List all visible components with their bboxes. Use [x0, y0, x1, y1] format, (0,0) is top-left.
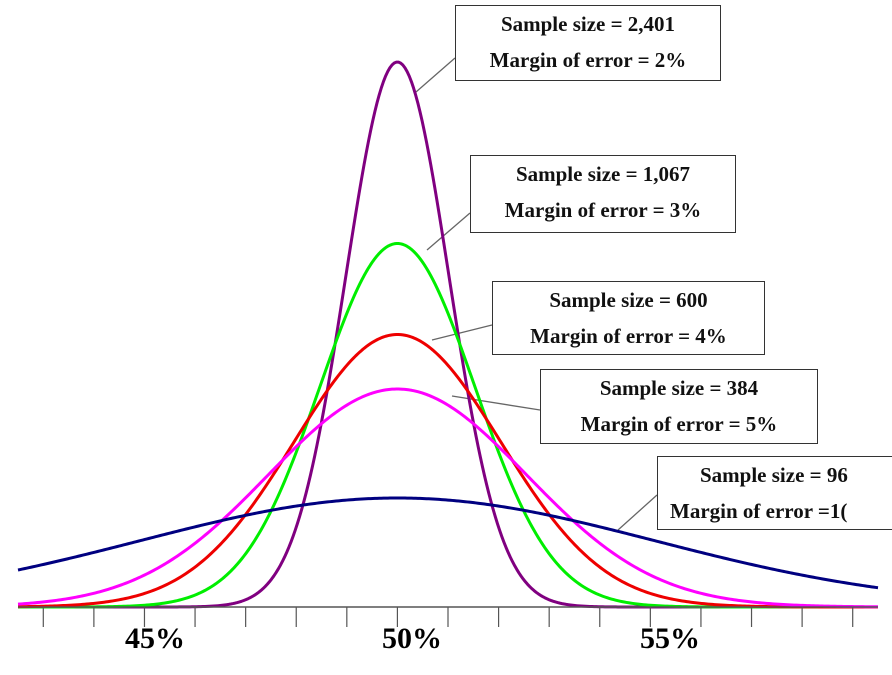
callout-margin-line: Margin of error = 4%: [530, 324, 727, 348]
callout-margin-line: Margin of error = 3%: [504, 198, 702, 222]
callout-sample-384: Sample size = 384 Margin of error = 5%: [540, 369, 818, 444]
callout-margin-line: Margin of error = 2%: [489, 48, 687, 72]
callout-sample-96: Sample size = 96 Margin of error =1(: [657, 456, 892, 530]
curve-sample-384: [17, 387, 879, 609]
callout-sample-2401: Sample size = 2,401 Margin of error = 2%: [455, 5, 721, 81]
x-tick-label-50: 50%: [382, 622, 442, 655]
x-tick-label-45: 45%: [125, 622, 185, 655]
callout-margin-line: Margin of error =1(: [670, 499, 848, 523]
leader-line-sample-96: [617, 494, 658, 531]
callout-sample-line: Sample size = 1,067: [515, 162, 691, 186]
x-tick-label-55: 55%: [640, 622, 700, 655]
curve-sample-600: [17, 333, 878, 609]
leader-line-sample-384: [451, 395, 541, 411]
leader-line-sample-2401: [415, 57, 456, 93]
callout-margin-line: Margin of error = 5%: [580, 412, 778, 436]
leader-lines: [415, 57, 658, 531]
callout-sample-line: Sample size = 384: [599, 376, 759, 400]
callout-sample-line: Sample size = 600: [549, 288, 708, 312]
callout-sample-600: Sample size = 600 Margin of error = 4%: [492, 281, 765, 355]
callout-sample-line: Sample size = 96: [700, 463, 848, 487]
leader-line-sample-1067: [426, 212, 471, 251]
curve-sample-96: [17, 496, 879, 590]
x-axis-ticks: [42, 607, 854, 627]
leader-line-sample-600: [431, 324, 493, 341]
callout-sample-1067: Sample size = 1,067 Margin of error = 3%: [470, 155, 736, 233]
callout-sample-line: Sample size = 2,401: [500, 12, 676, 36]
